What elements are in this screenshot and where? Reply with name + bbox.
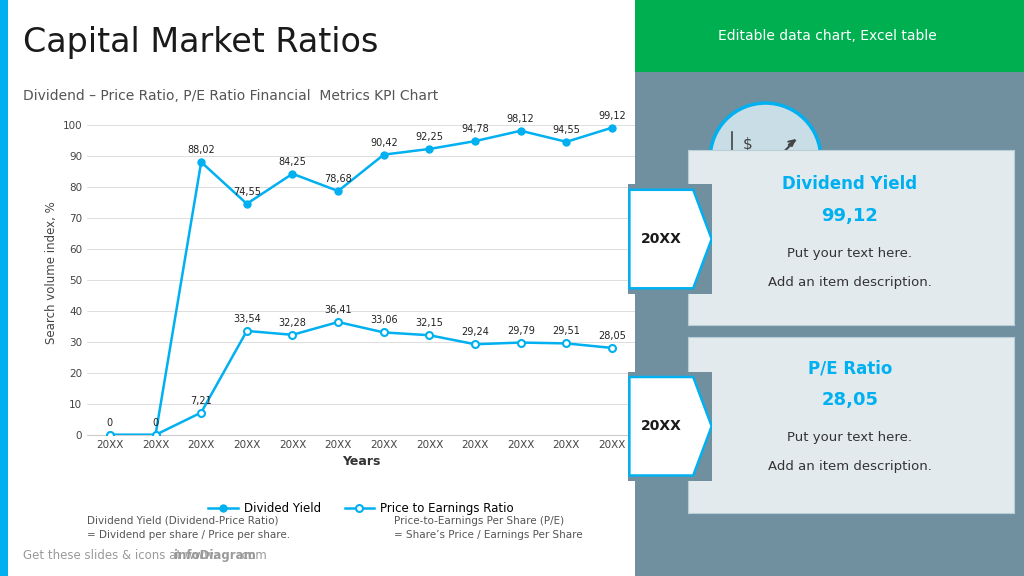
Text: 36,41: 36,41 xyxy=(325,305,352,315)
Text: 29,51: 29,51 xyxy=(553,327,581,336)
Text: Dividend – Price Ratio, P/E Ratio Financial  Metrics KPI Chart: Dividend – Price Ratio, P/E Ratio Financ… xyxy=(23,89,438,103)
Text: 28,05: 28,05 xyxy=(598,331,626,341)
Text: 33,54: 33,54 xyxy=(232,314,261,324)
Text: Capital Market Ratios: Capital Market Ratios xyxy=(23,26,378,59)
Text: 78,68: 78,68 xyxy=(325,174,352,184)
Text: $: $ xyxy=(742,137,753,151)
Circle shape xyxy=(710,103,821,214)
Text: .com: .com xyxy=(239,548,267,562)
Text: 33,06: 33,06 xyxy=(370,316,397,325)
Text: Add an item description.: Add an item description. xyxy=(768,460,932,473)
Y-axis label: Search volume index, %: Search volume index, % xyxy=(45,201,58,343)
Text: 99,12: 99,12 xyxy=(598,111,626,121)
Text: 94,55: 94,55 xyxy=(553,125,581,135)
Text: Price-to-Earnings Per Share (P/E)
= Share’s Price / Earnings Per Share: Price-to-Earnings Per Share (P/E) = Shar… xyxy=(394,516,583,540)
Text: Put your text here.: Put your text here. xyxy=(787,431,912,444)
Text: 0: 0 xyxy=(106,418,113,428)
Text: 84,25: 84,25 xyxy=(279,157,306,167)
Text: 90,42: 90,42 xyxy=(370,138,397,147)
Text: 92,25: 92,25 xyxy=(416,132,443,142)
Text: 74,55: 74,55 xyxy=(232,187,261,197)
Text: 0: 0 xyxy=(153,418,159,428)
Text: Editable data chart, Excel table: Editable data chart, Excel table xyxy=(718,29,937,43)
Text: 28,05: 28,05 xyxy=(821,391,879,410)
Text: 29,24: 29,24 xyxy=(461,327,489,338)
Text: Put your text here.: Put your text here. xyxy=(787,247,912,260)
Polygon shape xyxy=(630,377,712,476)
Text: 98,12: 98,12 xyxy=(507,114,535,124)
Text: 32,15: 32,15 xyxy=(416,319,443,328)
Text: 29,79: 29,79 xyxy=(507,325,535,336)
Text: Dividend Yield: Dividend Yield xyxy=(782,175,918,194)
Text: 32,28: 32,28 xyxy=(279,318,306,328)
Text: Add an item description.: Add an item description. xyxy=(768,276,932,289)
Legend: Divided Yield, Price to Earnings Ratio: Divided Yield, Price to Earnings Ratio xyxy=(204,498,518,520)
Text: 94,78: 94,78 xyxy=(461,124,489,134)
Text: Get these slides & icons at www.: Get these slides & icons at www. xyxy=(23,548,216,562)
Text: P/E Ratio: P/E Ratio xyxy=(808,359,892,378)
Text: 7,21: 7,21 xyxy=(190,396,212,406)
Text: Dividend Yield (Dividend-Price Ratio)
= Dividend per share / Price per share.: Dividend Yield (Dividend-Price Ratio) = … xyxy=(87,516,290,540)
Polygon shape xyxy=(630,190,712,289)
Text: 99,12: 99,12 xyxy=(821,207,879,225)
Text: 20XX: 20XX xyxy=(641,232,682,246)
X-axis label: Years: Years xyxy=(342,455,380,468)
Text: 88,02: 88,02 xyxy=(187,145,215,155)
Text: 20XX: 20XX xyxy=(641,419,682,433)
Text: infoDiagram: infoDiagram xyxy=(174,548,256,562)
